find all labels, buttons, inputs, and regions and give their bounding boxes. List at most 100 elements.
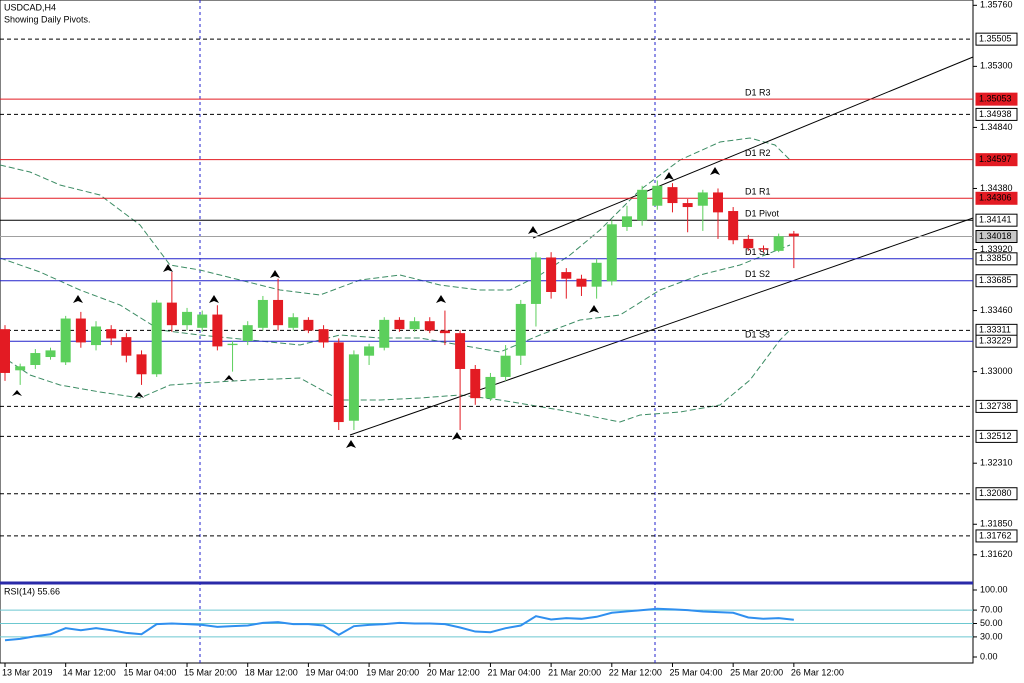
y-tick-label: 1.31850 (980, 519, 1013, 529)
candle-body (743, 238, 754, 249)
y-tick-label: 1.34380 (980, 183, 1013, 193)
y-tick-label: 1.32310 (980, 458, 1013, 468)
candle-body (303, 319, 314, 331)
candle-body (15, 366, 26, 371)
x-tick-label: 25 Mar 20:00 (730, 667, 783, 677)
price-box-label: 1.32512 (979, 431, 1012, 441)
price-box (975, 92, 1018, 106)
price-box-label: 1.33685 (979, 275, 1012, 285)
candle-body (151, 302, 162, 375)
y-tick-label: 1.33000 (980, 366, 1013, 376)
candle-body (773, 236, 784, 251)
price-box (975, 32, 1018, 46)
level-name: D1 R3 (745, 88, 771, 98)
candle-body (455, 333, 466, 369)
y-tick-label: 30.00 (980, 631, 1003, 641)
price-box-label: 1.32738 (979, 401, 1012, 411)
candle-body (348, 354, 359, 421)
x-tick-label: 20 Mar 12:00 (427, 667, 480, 677)
candle-body (758, 248, 769, 250)
y-tick-label: 1.35300 (980, 61, 1013, 71)
candle-body (621, 216, 632, 227)
x-tick-label: 13 Mar 2019 (2, 667, 53, 677)
candle-body (500, 355, 511, 377)
candle-body (788, 233, 799, 237)
price-box (975, 399, 1018, 413)
x-tick-label: 15 Mar 04:00 (123, 667, 176, 677)
level-name: D1 S1 (745, 247, 770, 257)
candle-body (515, 303, 526, 356)
candle-body (728, 211, 739, 241)
candle-body (242, 325, 253, 342)
y-tick-label: 1.35760 (980, 0, 1013, 10)
candle-body (0, 329, 10, 373)
y-tick-label: 1.33920 (980, 244, 1013, 254)
chart-subtitle: Showing Daily Pivots. (4, 14, 91, 24)
price-box-label: 1.33311 (979, 325, 1011, 335)
candle-body (576, 278, 587, 287)
price-box-label: 1.34018 (979, 231, 1012, 241)
candle-body (530, 257, 541, 304)
candle-body (667, 187, 678, 204)
candle-body (75, 318, 86, 343)
candle-body (45, 350, 56, 358)
rsi-line (4, 607, 794, 642)
candle-body (439, 330, 450, 334)
candle-body (409, 321, 420, 330)
x-tick-label: 25 Mar 04:00 (669, 667, 722, 677)
price-box (975, 529, 1018, 543)
candle-body (712, 192, 723, 213)
price-box (975, 274, 1018, 288)
y-tick-label: 1.31620 (980, 549, 1013, 559)
candle-body (606, 224, 617, 282)
price-box-label: 1.31762 (979, 530, 1012, 540)
price-box-label: 1.32080 (979, 488, 1012, 498)
price-box-label: 1.34306 (979, 193, 1012, 203)
plot-frame (0, 0, 974, 664)
price-box (975, 487, 1018, 501)
price-box-label: 1.34597 (979, 154, 1012, 164)
y-tick-label: 50.00 (980, 618, 1003, 628)
candle-body (212, 314, 223, 347)
x-tick-label: 15 Mar 20:00 (184, 667, 237, 677)
price-box (975, 153, 1018, 167)
candle-body (288, 317, 299, 328)
price-box (975, 213, 1018, 227)
candle-body (424, 321, 435, 331)
level-name: D1 R1 (745, 187, 771, 197)
y-tick-label: 100.00 (980, 584, 1008, 594)
price-box-label: 1.34141 (979, 215, 1012, 225)
price-box (975, 191, 1018, 205)
price-box-label: 1.35053 (979, 94, 1012, 104)
candle-body (697, 192, 708, 206)
candle-body (106, 329, 117, 339)
price-box (975, 107, 1018, 121)
level-name: D1 Pivot (745, 209, 780, 219)
x-tick-label: 21 Mar 04:00 (487, 667, 540, 677)
candle-body (121, 337, 132, 356)
x-tick-label: 21 Mar 20:00 (548, 667, 601, 677)
candle-body (257, 299, 268, 328)
fractal-arrows (12, 167, 720, 448)
x-tick-label: 19 Mar 04:00 (305, 667, 358, 677)
candle-body (273, 299, 284, 326)
candle-body (136, 354, 147, 375)
candle-body (318, 329, 329, 343)
y-tick-label: 0.00 (980, 651, 998, 661)
y-tick-label: 1.33460 (980, 305, 1013, 315)
price-box-label: 1.35505 (979, 34, 1012, 44)
x-tick-label: 19 Mar 20:00 (366, 667, 419, 677)
candle-body (227, 343, 238, 346)
candle-body (333, 342, 344, 423)
candle-body (182, 311, 193, 326)
x-tick-label: 14 Mar 12:00 (63, 667, 116, 677)
level-name: D1 R2 (745, 148, 771, 158)
price-box (975, 252, 1018, 266)
level-name: D1 S3 (745, 330, 770, 340)
candle-body (91, 326, 102, 346)
candle-body (166, 302, 177, 326)
chart-title: USDCAD,H4 (4, 2, 56, 12)
candle-body (682, 203, 693, 208)
price-box (975, 334, 1018, 348)
